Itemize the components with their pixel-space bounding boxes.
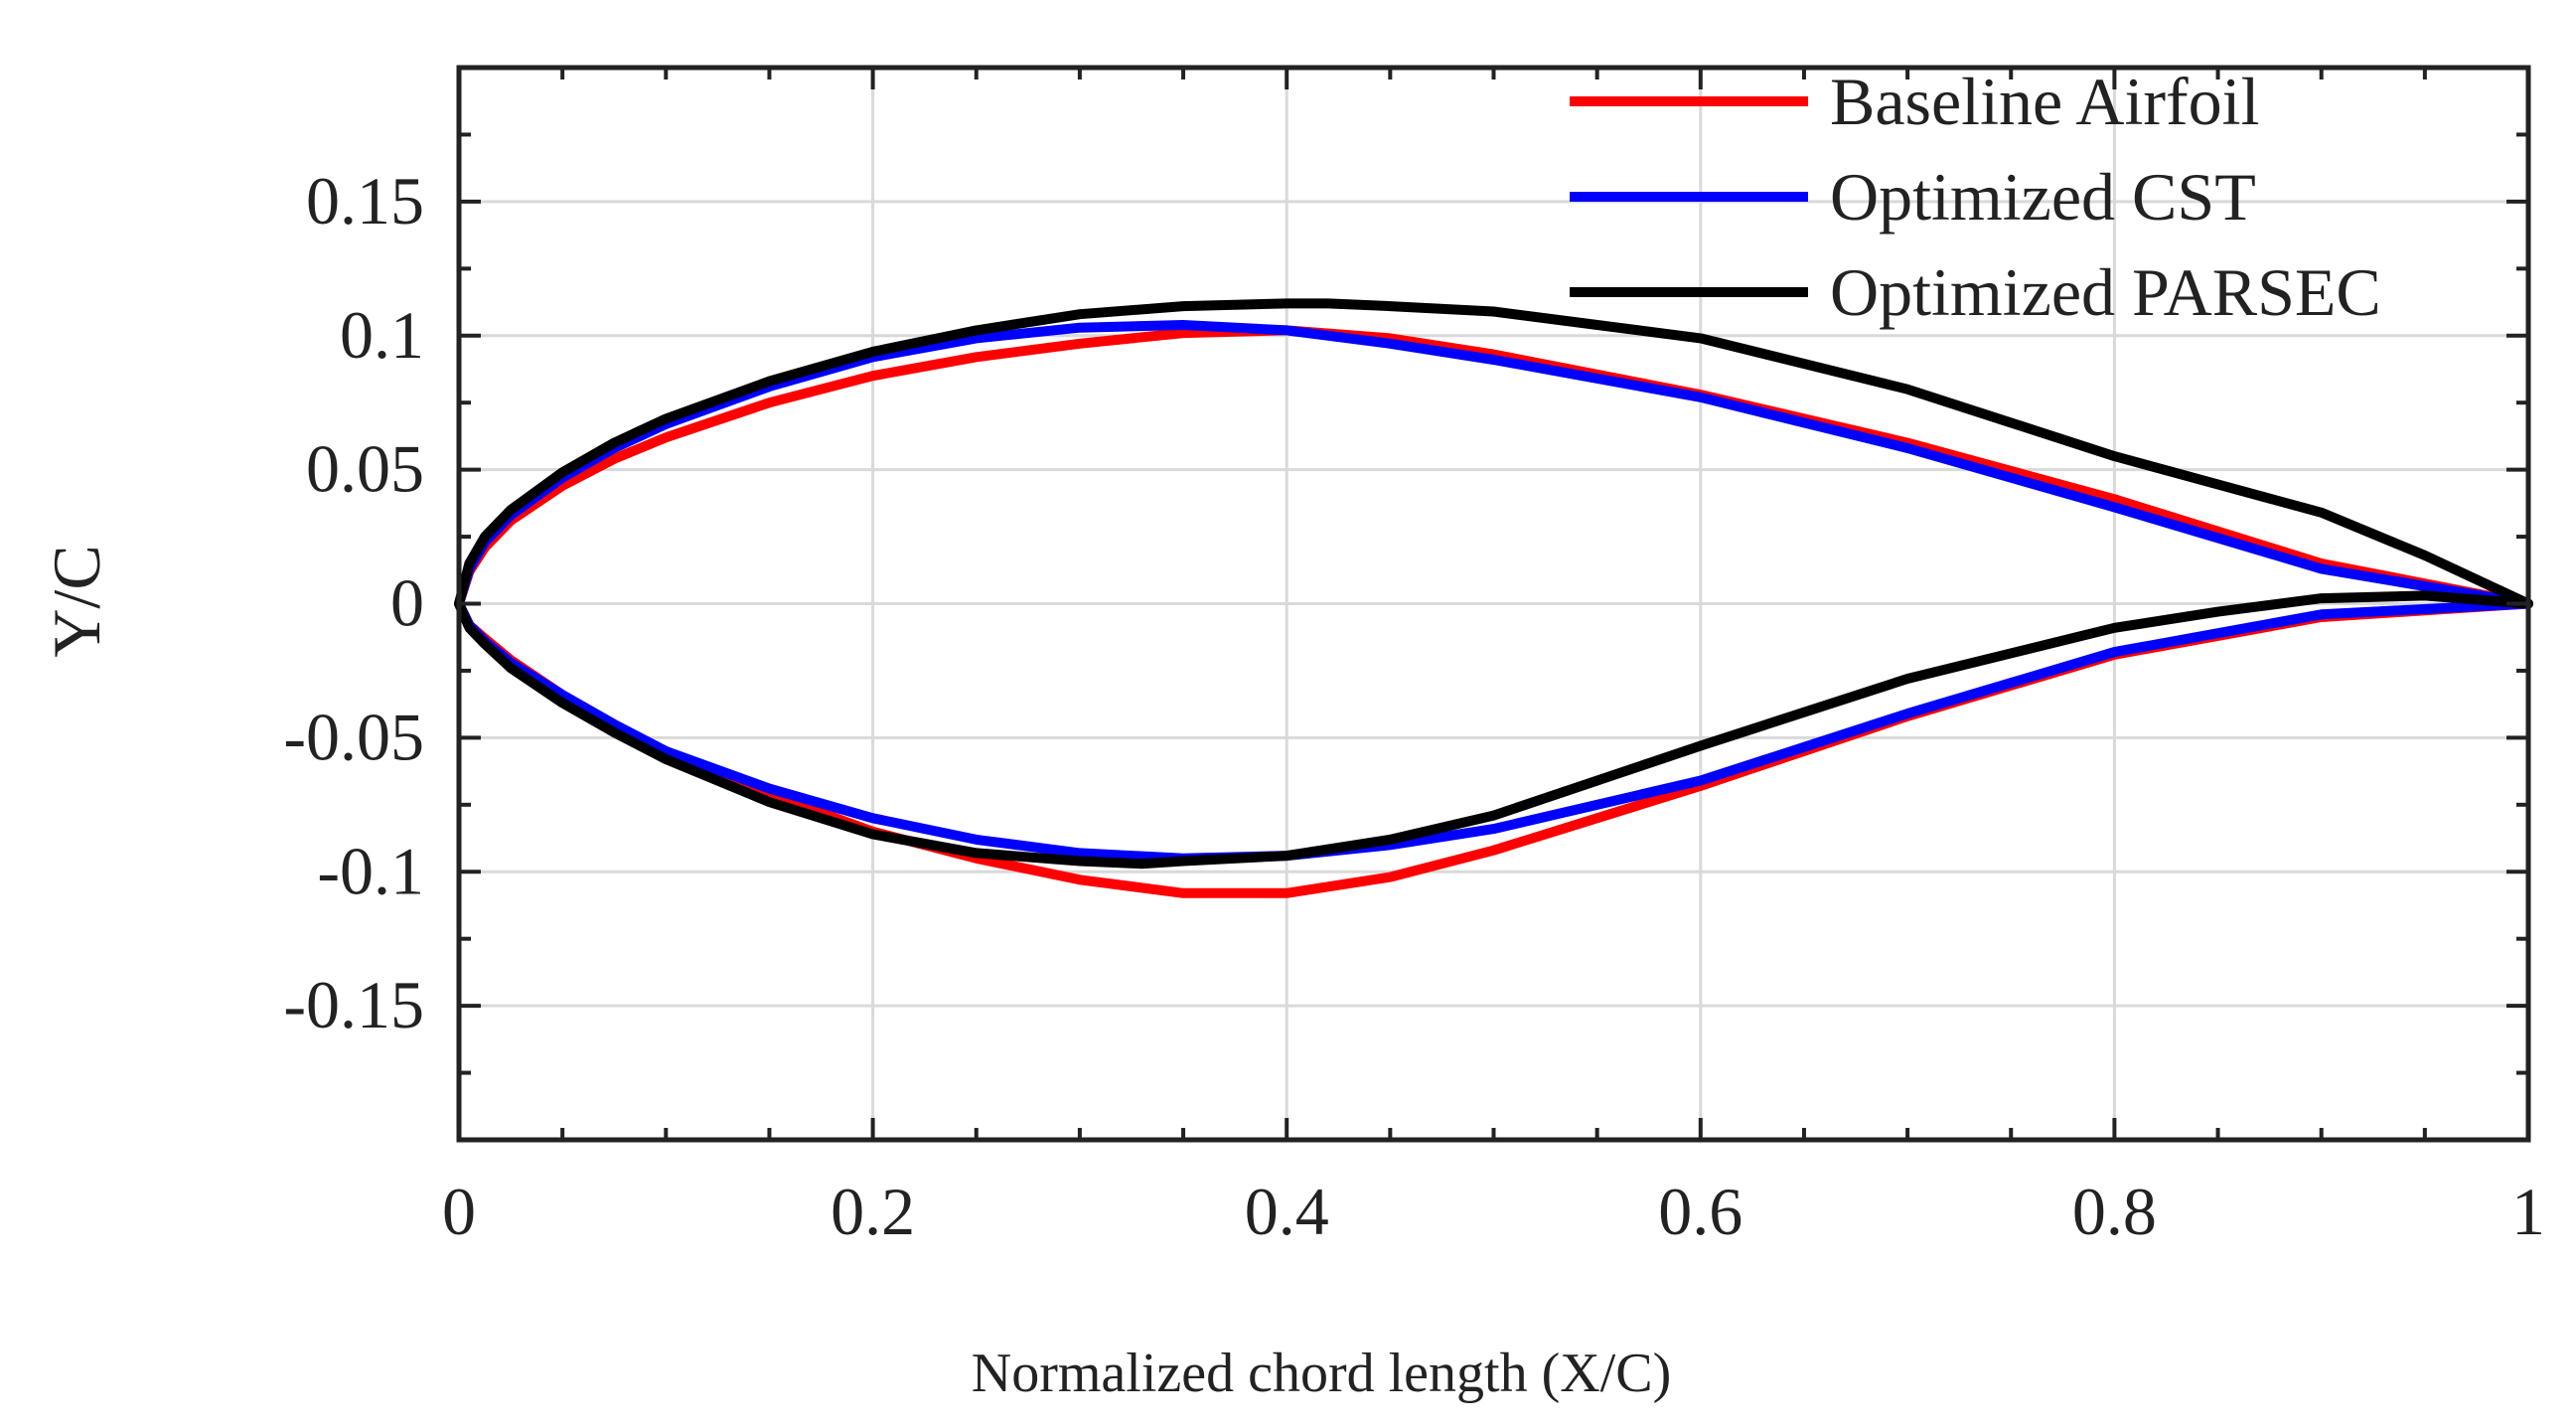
y-tick-label: 0.15	[306, 163, 424, 238]
y-tick-label: 0.1	[340, 297, 424, 373]
x-tick-label: 0.8	[2072, 1174, 2157, 1249]
x-tick-label: 0	[442, 1174, 476, 1249]
legend-label: Baseline Airfoil	[1830, 64, 2259, 139]
legend: Baseline Airfoil Optimized CST Optimized P…	[1570, 64, 2381, 330]
x-tick-label: 0.4	[1245, 1174, 1329, 1249]
series-line-optimized-parsec	[454, 298, 2533, 870]
x-tick-label: 0.2	[831, 1174, 915, 1249]
y-axis-label: Y/C	[39, 545, 114, 657]
x-tick-label: 0.6	[1658, 1174, 1743, 1249]
x-axis-label: Normalized chord length (X/C)	[972, 1343, 1671, 1404]
y-tick-label: 0.05	[306, 431, 424, 507]
legend-label: Optimized CST	[1830, 159, 2256, 235]
x-tick-label: 1	[2511, 1174, 2545, 1249]
plot-frame	[456, 65, 2531, 1143]
tick-labels: 0 0.2 0.4 0.6 0.8 1 0.15 0.1 0.05 0 -0.05 -0.1 -0.15	[283, 163, 2545, 1249]
y-tick-label: -0.15	[283, 967, 424, 1042]
grid	[459, 68, 2528, 1140]
y-tick-label: 0	[390, 565, 424, 641]
y-tick-label: -0.1	[317, 833, 424, 908]
y-tick-label: -0.05	[283, 699, 424, 774]
legend-label: Optimized PARSEC	[1830, 254, 2381, 330]
